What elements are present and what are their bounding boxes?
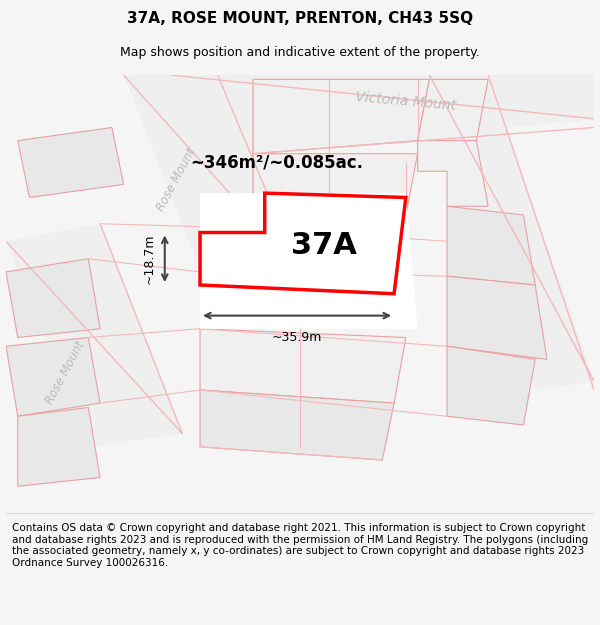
Polygon shape (6, 338, 100, 416)
Text: Rose Mount: Rose Mount (154, 146, 199, 214)
Text: ~35.9m: ~35.9m (272, 331, 322, 344)
Text: 37A, ROSE MOUNT, PRENTON, CH43 5SQ: 37A, ROSE MOUNT, PRENTON, CH43 5SQ (127, 11, 473, 26)
Polygon shape (430, 75, 594, 390)
Text: ~18.7m: ~18.7m (143, 234, 156, 284)
Text: Contains OS data © Crown copyright and database right 2021. This information is : Contains OS data © Crown copyright and d… (12, 523, 588, 568)
Polygon shape (447, 206, 535, 285)
Text: Victoria Mount: Victoria Mount (355, 90, 457, 112)
Polygon shape (200, 193, 406, 294)
Polygon shape (253, 154, 418, 228)
Polygon shape (253, 79, 430, 154)
Text: Rose Mount: Rose Mount (43, 339, 87, 406)
Text: ~346m²/~0.085ac.: ~346m²/~0.085ac. (190, 154, 363, 171)
Polygon shape (170, 75, 594, 154)
Polygon shape (447, 346, 535, 425)
Polygon shape (6, 224, 182, 447)
Text: Map shows position and indicative extent of the property.: Map shows position and indicative extent… (120, 46, 480, 59)
Text: 37A: 37A (290, 231, 356, 260)
Polygon shape (6, 259, 100, 338)
Polygon shape (200, 390, 394, 460)
Polygon shape (18, 127, 124, 198)
Polygon shape (447, 276, 547, 359)
Polygon shape (200, 329, 406, 403)
Polygon shape (200, 193, 418, 329)
Polygon shape (18, 408, 100, 486)
Polygon shape (418, 141, 488, 206)
Polygon shape (124, 75, 300, 285)
Polygon shape (418, 79, 488, 141)
